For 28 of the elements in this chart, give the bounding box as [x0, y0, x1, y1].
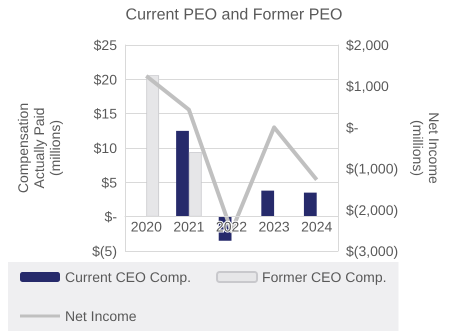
y-tick-label: $20 — [94, 71, 118, 88]
legend-label: Net Income — [65, 308, 137, 324]
y-tick-label: $10 — [94, 140, 118, 156]
y2-tick-label: $(1,000) — [346, 160, 398, 177]
bar — [176, 130, 189, 217]
y2-tick-label: $(3,000) — [346, 243, 398, 259]
legend-label: Current CEO Comp. — [65, 269, 192, 285]
bar — [261, 190, 274, 217]
y2-tick-label: $1,000 — [346, 78, 390, 94]
y-tick-label: $- — [104, 208, 118, 225]
x-tick-label: 2021 — [173, 218, 205, 235]
x-tick-label: 2023 — [258, 218, 290, 235]
y2-tick-label: $- — [346, 119, 359, 136]
legend-label: Former CEO Comp. — [262, 269, 387, 285]
bar — [304, 192, 317, 217]
y-axis-title: Compensation Actually Paid (millions) — [15, 102, 63, 194]
x-tick-label: 2020 — [130, 218, 162, 235]
y-tick-label: $15 — [94, 106, 118, 122]
chart-title: Current PEO and Former PEO — [126, 6, 342, 24]
y-tick-label: $(5) — [92, 243, 117, 259]
y2-tick-label: $2,000 — [346, 37, 390, 53]
x-tick-label: 2024 — [301, 218, 332, 235]
y2-tick-label: $(2,000) — [346, 202, 398, 218]
x-tick-label: 2022 — [216, 218, 248, 235]
y-tick-label: $25 — [94, 37, 118, 53]
y2-axis-title: Net Income (millions) — [410, 112, 442, 184]
y-tick-label: $5 — [101, 174, 118, 190]
bar — [188, 152, 202, 217]
